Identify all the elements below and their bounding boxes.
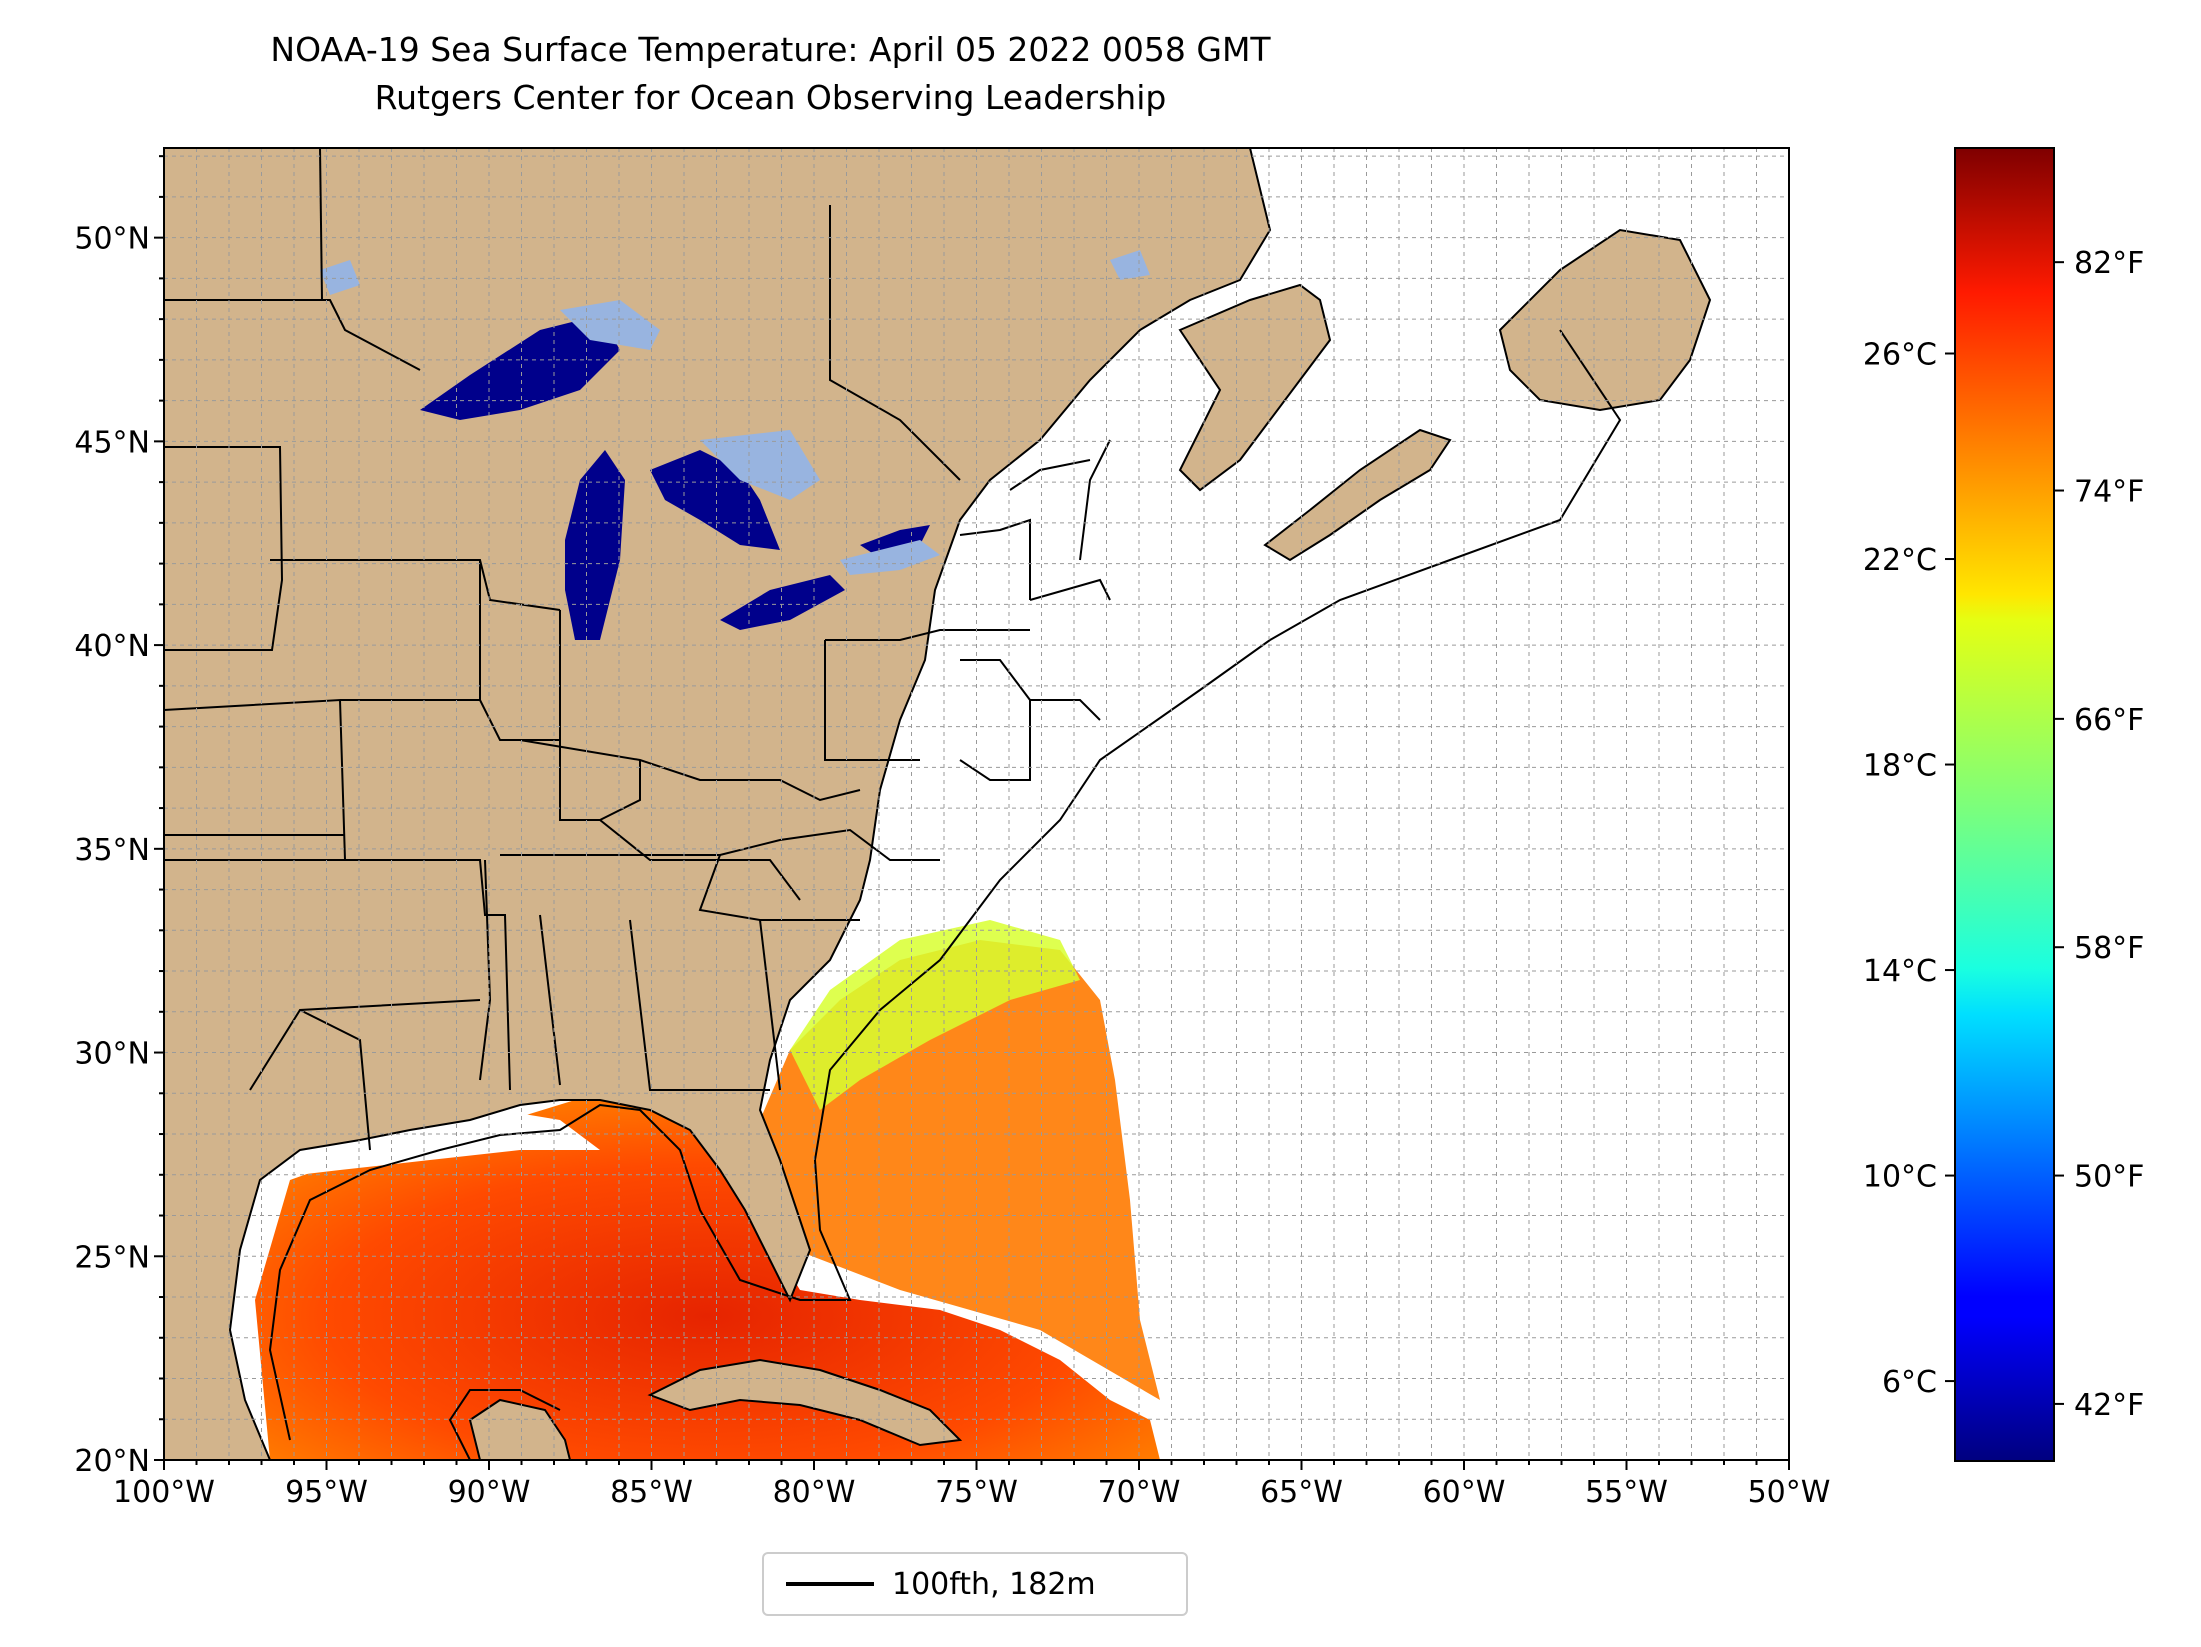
legend-line-swatch: [786, 1582, 874, 1586]
colorbar-label-c: 10°C: [1863, 1160, 1937, 1195]
x-tick-label: 95°W: [285, 1475, 368, 1510]
map-legend: 100fth, 182m: [762, 1552, 1188, 1616]
sst-atlantic-cool-band: [790, 920, 1080, 1110]
yucatan-land: [468, 1398, 572, 1460]
x-tick-label: 55°W: [1585, 1475, 1668, 1510]
map-title: NOAA-19 Sea Surface Temperature: April 0…: [270, 30, 1271, 69]
y-tick-label: 40°N: [74, 629, 150, 664]
x-tick-label: 75°W: [935, 1475, 1018, 1510]
x-tick-label: 60°W: [1423, 1475, 1506, 1510]
colorbar-ticks: 82°F 74°F 66°F 58°F 50°F 42°F 26°C 22°C 18°C 14°C…: [1863, 246, 2145, 1423]
newfoundland-land: [1498, 228, 1712, 412]
colorbar-label-f: 58°F: [2074, 931, 2144, 966]
colorbar-label-c: 22°C: [1863, 543, 1937, 578]
colorbar: [1954, 147, 2055, 1462]
legend-label: 100fth, 182m: [892, 1566, 1096, 1602]
cuba-land: [647, 1358, 963, 1447]
great-lakes: [420, 315, 930, 640]
x-tick-label: 100°W: [113, 1475, 215, 1510]
x-tick-label: 65°W: [1260, 1475, 1343, 1510]
colorbar-label-c: 26°C: [1863, 338, 1937, 373]
colorbar-label-c: 14°C: [1863, 954, 1937, 989]
colorbar-label-c: 18°C: [1863, 749, 1937, 784]
x-tick-label: 50°W: [1748, 1475, 1831, 1510]
x-tick-label: 85°W: [610, 1475, 693, 1510]
maritime-canada-land: [1178, 283, 1332, 492]
y-tick-label: 35°N: [74, 833, 150, 868]
y-tick-label: 20°N: [74, 1444, 150, 1479]
y-tick-label: 25°N: [74, 1240, 150, 1275]
colorbar-label-f: 82°F: [2074, 246, 2144, 281]
sst-gulf-shelf-cool: [255, 1110, 600, 1180]
axis-ticks: 100°W 95°W 90°W 85°W 80°W 75°W 70°W 65°W 60°W 55°…: [74, 155, 1831, 1510]
colorbar-label-f: 66°F: [2074, 703, 2144, 738]
graticule: [164, 148, 1789, 1460]
colorbar-label-c: 6°C: [1882, 1365, 1937, 1400]
isobath-gulf-loop: [448, 1389, 561, 1460]
isobath-100fth: [268, 329, 1622, 1441]
y-tick-label: 45°N: [74, 425, 150, 460]
colorbar-label-f: 42°F: [2074, 1388, 2144, 1423]
colorbar-label-f: 50°F: [2074, 1160, 2144, 1195]
map-subtitle: Rutgers Center for Ocean Observing Leade…: [374, 78, 1167, 117]
x-tick-label: 90°W: [448, 1475, 531, 1510]
colorbar-label-f: 74°F: [2074, 475, 2144, 510]
y-tick-label: 30°N: [74, 1037, 150, 1072]
inland-lakes: [320, 250, 1150, 575]
x-tick-label: 80°W: [773, 1475, 856, 1510]
political-boundaries: [164, 148, 1111, 1151]
y-tick-label: 50°N: [74, 222, 150, 257]
sst-gulf-field: [255, 1100, 1160, 1460]
x-tick-label: 70°W: [1098, 1475, 1181, 1510]
nova-scotia-land: [1263, 428, 1452, 562]
